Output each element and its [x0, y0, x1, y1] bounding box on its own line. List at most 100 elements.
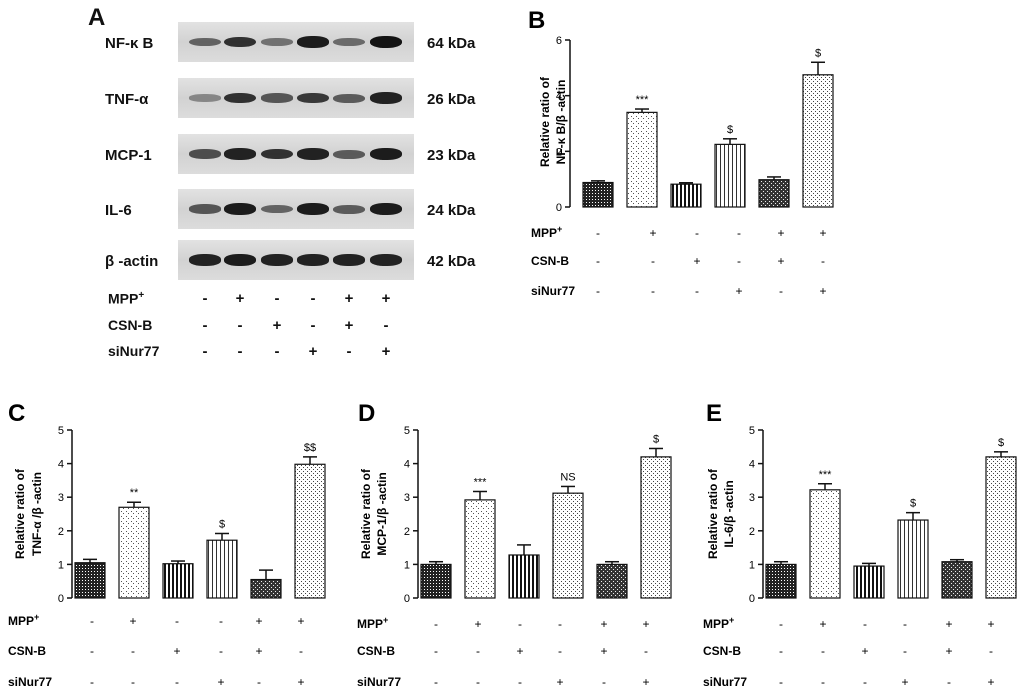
protein-label: TNF-α	[105, 91, 149, 108]
bar	[294, 463, 326, 599]
significance-label: $	[727, 124, 733, 136]
bar	[985, 456, 1017, 599]
treatment-sign: -	[779, 675, 783, 689]
treatment-superscript: +	[34, 612, 39, 622]
treatment-sign: +	[819, 284, 826, 298]
bar	[582, 181, 614, 208]
protein-band	[261, 204, 293, 214]
treatment-sign: +	[777, 226, 784, 240]
bar	[118, 506, 150, 599]
treatment-label: CSN-B	[357, 644, 395, 658]
treatment-sign: +	[381, 290, 391, 307]
y-axis-label: MCP-1/β -actin	[375, 472, 389, 555]
protein-label: IL-6	[105, 202, 132, 219]
treatment-sign: -	[299, 644, 303, 658]
treatment-sign: -	[434, 644, 438, 658]
treatment-sign: -	[602, 675, 606, 689]
treatment-sign: +	[217, 675, 224, 689]
significance-label: **	[130, 487, 139, 499]
treatment-sign: +	[649, 226, 656, 240]
y-tick-label: 0	[404, 593, 410, 605]
treatment-sign: -	[518, 617, 522, 631]
bar	[162, 563, 194, 599]
protein-band	[261, 37, 293, 47]
significance-label: NS	[560, 471, 575, 483]
chart-panel-d: D 0 1 2 3 4 5 Relative ratio of MCP-1/β -actin **…	[357, 400, 672, 689]
protein-band	[224, 254, 256, 266]
y-axis-label: IL-6/β -actin	[722, 480, 736, 547]
treatment-sign: -	[175, 614, 179, 628]
panel-letter: C	[8, 400, 25, 427]
treatment-sign: -	[651, 254, 655, 268]
bar	[626, 111, 658, 208]
protein-band	[189, 254, 221, 266]
panel-letter: D	[358, 400, 375, 427]
treatment-sign: -	[90, 675, 94, 689]
treatment-sign: +	[600, 617, 607, 631]
y-tick-label: 3	[404, 492, 410, 504]
protein-band	[297, 92, 329, 104]
treatment-sign: +	[344, 290, 354, 307]
treatment-label: MPP+	[8, 612, 39, 628]
bar	[670, 183, 702, 208]
significance-label: ***	[474, 476, 488, 488]
treatment-sign: -	[695, 226, 699, 240]
y-tick-label: 4	[58, 459, 64, 471]
treatment-sign: +	[945, 617, 952, 631]
protein-band	[333, 149, 365, 159]
y-tick-label: 0	[58, 593, 64, 605]
treatment-sign: +	[735, 284, 742, 298]
protein-band	[261, 93, 293, 103]
bar	[765, 563, 797, 599]
treatment-sign: -	[310, 290, 316, 307]
treatment-sign: +	[987, 617, 994, 631]
bar	[802, 74, 834, 208]
treatment-label: CSN-B	[703, 644, 741, 658]
bar	[206, 539, 238, 599]
treatment-sign: -	[821, 254, 825, 268]
molecular-weight-label: 23 kDa	[427, 147, 476, 164]
protein-band	[370, 148, 402, 160]
treatment-sign: -	[863, 675, 867, 689]
bar	[941, 561, 973, 599]
treatment-sign: -	[274, 343, 280, 360]
y-axis-label: Relative ratio of	[13, 468, 27, 559]
treatment-sign: +	[235, 290, 245, 307]
treatment-sign: +	[693, 254, 700, 268]
treatment-superscript: +	[729, 615, 734, 625]
protein-band	[189, 37, 221, 47]
protein-band	[370, 36, 402, 48]
treatment-sign: -	[476, 644, 480, 658]
treatment-superscript: +	[383, 615, 388, 625]
treatment-sign: -	[219, 614, 223, 628]
treatment-sign: -	[558, 617, 562, 631]
significance-label: $	[998, 437, 1004, 449]
bar	[853, 565, 885, 599]
blot-strip	[178, 240, 414, 280]
treatment-label: CSN-B	[108, 317, 153, 333]
y-tick-label: 2	[749, 526, 755, 538]
protein-band	[370, 203, 402, 215]
treatment-sign: -	[346, 343, 352, 360]
significance-label: $	[219, 518, 225, 530]
bar	[250, 578, 282, 599]
protein-band	[333, 204, 365, 214]
blot-strip	[178, 22, 414, 62]
treatment-sign: -	[434, 617, 438, 631]
treatment-sign: -	[737, 226, 741, 240]
treatment-label: siNur77	[703, 675, 747, 689]
treatment-sign: -	[863, 617, 867, 631]
treatment-sign: -	[821, 675, 825, 689]
protein-band	[261, 254, 293, 266]
treatment-sign: +	[945, 644, 952, 658]
protein-band	[189, 204, 221, 214]
protein-band	[224, 36, 256, 48]
chart-panel-b: B 0 2 4 6 Relative ratio of NF-κ B/β -actin ***…	[528, 7, 834, 298]
treatment-label: MPP+	[108, 290, 145, 307]
y-tick-label: 2	[404, 526, 410, 538]
treatment-label: siNur77	[8, 675, 52, 689]
protein-label: NF-κ B	[105, 35, 154, 52]
treatment-sign: -	[237, 317, 243, 334]
significance-label: $$	[304, 442, 316, 454]
